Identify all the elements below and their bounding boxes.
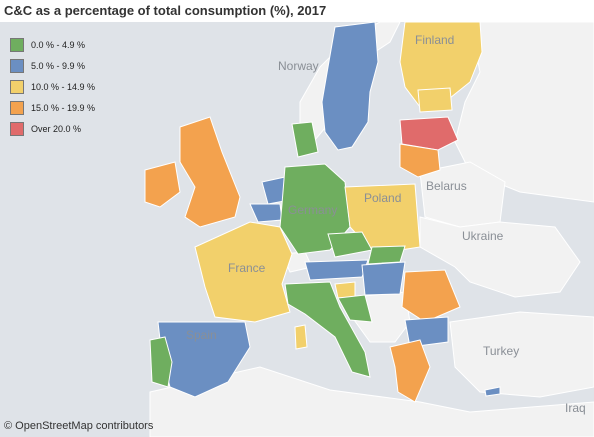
legend-swatch bbox=[10, 121, 24, 136]
legend-item[interactable]: 0.0 % - 4.9 % bbox=[10, 34, 95, 55]
map-attribution[interactable]: © OpenStreetMap contributors bbox=[4, 420, 154, 432]
label-belarus: Belarus bbox=[426, 179, 467, 193]
north-africa-region[interactable] bbox=[149, 366, 594, 437]
country-bulgaria[interactable] bbox=[404, 316, 449, 348]
country-greece[interactable] bbox=[389, 339, 431, 403]
country-slovenia[interactable] bbox=[334, 281, 356, 299]
legend-swatch bbox=[10, 58, 24, 73]
country-portugal[interactable] bbox=[149, 336, 173, 388]
country-sardinia[interactable] bbox=[294, 324, 308, 350]
country-estonia[interactable] bbox=[417, 87, 453, 113]
label-iraq: Iraq bbox=[565, 401, 586, 415]
country-france[interactable] bbox=[194, 221, 293, 323]
legend-label: 5.0 % - 9.9 % bbox=[31, 60, 86, 71]
legend-label: Over 20.0 % bbox=[31, 123, 82, 134]
legend-label: 15.0 % - 19.9 % bbox=[31, 102, 96, 113]
map-canvas[interactable]: Norway Finland Belarus Ukraine Poland Ge… bbox=[0, 22, 594, 437]
map-legend: 0.0 % - 4.9 % 5.0 % - 9.9 % 10.0 % - 14.… bbox=[10, 34, 95, 139]
country-ireland[interactable] bbox=[144, 161, 181, 208]
label-turkey: Turkey bbox=[483, 344, 519, 358]
country-slovakia[interactable] bbox=[367, 245, 406, 265]
country-uk[interactable] bbox=[179, 116, 241, 228]
turkey-region[interactable] bbox=[449, 311, 594, 398]
legend-item[interactable]: 10.0 % - 14.9 % bbox=[10, 76, 95, 97]
label-finland: Finland bbox=[415, 33, 454, 47]
choropleth-map[interactable]: Norway Finland Belarus Ukraine Poland Ge… bbox=[0, 22, 594, 437]
country-croatia[interactable] bbox=[337, 294, 373, 323]
map-title: C&C as a percentage of total consumption… bbox=[4, 3, 327, 18]
label-poland: Poland bbox=[364, 191, 401, 205]
legend-label: 0.0 % - 4.9 % bbox=[31, 39, 86, 50]
label-norway: Norway bbox=[278, 59, 319, 73]
country-cyprus[interactable] bbox=[484, 386, 501, 397]
country-austria[interactable] bbox=[304, 259, 369, 281]
country-belgium[interactable] bbox=[249, 203, 283, 223]
legend-item[interactable]: 15.0 % - 19.9 % bbox=[10, 97, 95, 118]
legend-item[interactable]: Over 20.0 % bbox=[10, 118, 95, 139]
label-ukraine: Ukraine bbox=[462, 229, 504, 243]
legend-swatch bbox=[10, 100, 24, 115]
legend-item[interactable]: 5.0 % - 9.9 % bbox=[10, 55, 95, 76]
label-germany: Germany bbox=[288, 203, 337, 217]
country-sweden[interactable] bbox=[321, 22, 379, 151]
legend-swatch bbox=[10, 37, 24, 52]
legend-swatch bbox=[10, 79, 24, 94]
legend-label: 10.0 % - 14.9 % bbox=[31, 81, 96, 92]
ukraine-region[interactable] bbox=[419, 216, 581, 298]
country-romania[interactable] bbox=[401, 269, 461, 323]
country-denmark[interactable] bbox=[291, 121, 319, 158]
label-spain: Spain bbox=[186, 328, 217, 342]
country-hungary[interactable] bbox=[361, 261, 406, 296]
country-lithuania[interactable] bbox=[399, 143, 441, 178]
label-france: France bbox=[228, 261, 266, 275]
country-germany[interactable] bbox=[279, 163, 351, 255]
country-italy[interactable] bbox=[284, 281, 371, 378]
country-latvia[interactable] bbox=[399, 116, 459, 151]
